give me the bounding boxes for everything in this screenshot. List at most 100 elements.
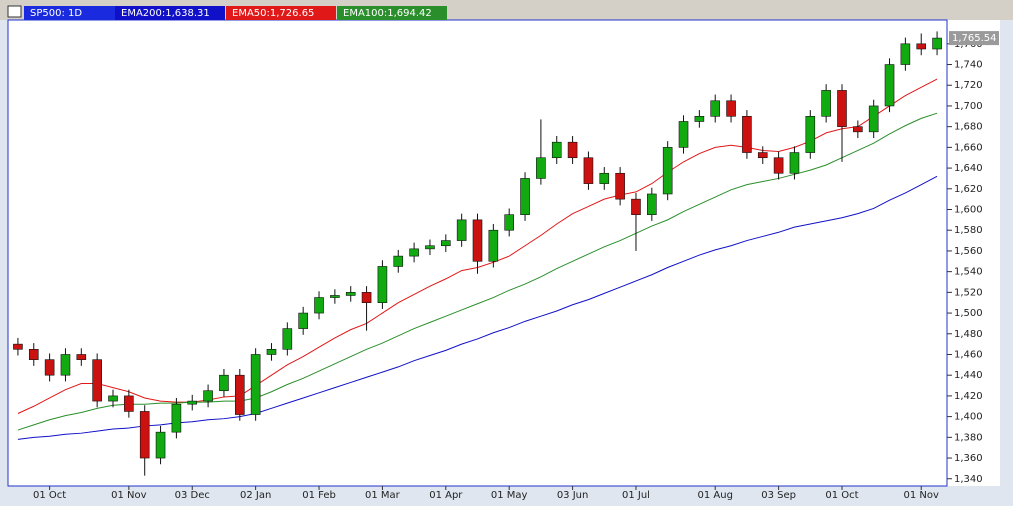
y-tick-label: 1,660 xyxy=(954,142,983,153)
candle-body xyxy=(409,248,419,257)
legend-box xyxy=(337,6,447,20)
candle-body xyxy=(425,245,435,250)
candle-body xyxy=(694,116,705,122)
ema-line xyxy=(17,112,938,431)
candle-body xyxy=(456,219,467,241)
candle-body xyxy=(615,172,625,200)
candle-body xyxy=(314,297,324,314)
candle-body xyxy=(108,395,118,402)
candle-body xyxy=(631,198,641,215)
candle-body xyxy=(726,100,736,117)
candle-body xyxy=(868,105,879,133)
y-tick-label: 1,520 xyxy=(954,287,983,298)
candle-body xyxy=(567,141,578,159)
x-tick-label: 03 Sep xyxy=(761,490,796,501)
candle-body xyxy=(805,116,816,153)
plot-background xyxy=(8,20,1000,486)
candle-body xyxy=(60,354,71,376)
candle-body xyxy=(789,152,800,174)
legend-label: EMA50:1,726.65 xyxy=(232,8,314,19)
candle-body xyxy=(710,100,721,117)
candle-body xyxy=(124,395,134,412)
y-tick-label: 1,580 xyxy=(954,225,983,236)
y-tick-label: 1,680 xyxy=(954,122,983,133)
candle-body xyxy=(773,157,784,174)
legend-label: EMA100:1,694.42 xyxy=(343,8,432,19)
plot-border xyxy=(7,19,948,487)
candle-body xyxy=(932,37,942,50)
candle-body xyxy=(13,343,23,350)
candle-body xyxy=(345,292,356,296)
y-tick-label: 1,740 xyxy=(954,60,983,71)
legend-box xyxy=(226,6,336,20)
candle-body xyxy=(599,172,610,184)
candle-body xyxy=(298,312,308,329)
symbol-label: SP500: 1D xyxy=(30,8,82,19)
x-tick-label: 01 Nov xyxy=(904,490,940,501)
candle-body xyxy=(678,121,689,148)
y-tick-label: 1,340 xyxy=(954,474,983,485)
candle-body xyxy=(203,390,213,402)
candle-body xyxy=(266,349,277,355)
candle-body xyxy=(377,266,388,304)
x-tick-label: 01 Apr xyxy=(429,490,463,501)
last-price-label: 1,765.54 xyxy=(952,33,997,44)
x-tick-label: 01 Feb xyxy=(302,490,336,501)
candle-body xyxy=(472,219,483,262)
candle-body xyxy=(757,152,768,159)
candle-body xyxy=(155,431,166,459)
candle-body xyxy=(234,374,245,415)
candle-body xyxy=(250,354,261,415)
x-tick-label: 01 Mar xyxy=(365,490,401,501)
candle-body xyxy=(44,359,55,376)
y-tick-label: 1,560 xyxy=(954,246,983,257)
candle-body xyxy=(139,411,150,459)
x-tick-label: 01 Oct xyxy=(825,490,858,501)
candle-body xyxy=(441,240,451,247)
y-tick-label: 1,440 xyxy=(954,370,983,381)
legend-box xyxy=(115,6,225,20)
candle-body xyxy=(837,90,847,127)
x-tick-label: 01 Aug xyxy=(697,490,732,501)
candle-body xyxy=(583,157,594,184)
candle-body xyxy=(361,292,372,304)
candle-body xyxy=(900,43,911,65)
window-icon[interactable] xyxy=(7,5,22,18)
y-tick-label: 1,540 xyxy=(954,267,983,278)
candle-body xyxy=(884,64,895,107)
x-tick-label: 01 May xyxy=(491,490,528,501)
x-tick-label: 01 Nov xyxy=(111,490,147,501)
candle-body xyxy=(330,295,340,298)
candle-body xyxy=(76,354,87,360)
y-tick-label: 1,480 xyxy=(954,329,983,340)
candle-body xyxy=(662,147,673,195)
candle-body xyxy=(821,90,831,117)
candle-body xyxy=(171,403,182,433)
candle-body xyxy=(742,116,752,153)
y-tick-label: 1,700 xyxy=(954,101,983,112)
x-tick-label: 03 Dec xyxy=(175,490,210,501)
y-tick-label: 1,600 xyxy=(954,205,983,216)
x-tick-label: 02 Jan xyxy=(240,490,271,501)
candle-body xyxy=(393,255,404,267)
y-tick-label: 1,420 xyxy=(954,391,983,402)
candle-body xyxy=(28,349,39,360)
candle-body xyxy=(504,214,514,231)
y-tick-label: 1,620 xyxy=(954,184,983,195)
last-price-box xyxy=(949,31,999,46)
candle-body xyxy=(488,229,499,262)
candle-body xyxy=(520,178,530,215)
candle-body xyxy=(551,141,562,159)
x-tick-label: 01 Oct xyxy=(33,490,66,501)
x-tick-label: 01 Jul xyxy=(622,490,650,501)
candle-body xyxy=(647,193,657,215)
candle-body xyxy=(536,157,546,179)
y-tick-label: 1,720 xyxy=(954,80,983,91)
candle-body xyxy=(92,359,102,402)
candle-body xyxy=(853,126,863,133)
candle-body xyxy=(219,374,229,392)
ema-line xyxy=(17,175,938,440)
y-tick-label: 1,460 xyxy=(954,349,983,360)
symbol-box xyxy=(24,6,115,20)
